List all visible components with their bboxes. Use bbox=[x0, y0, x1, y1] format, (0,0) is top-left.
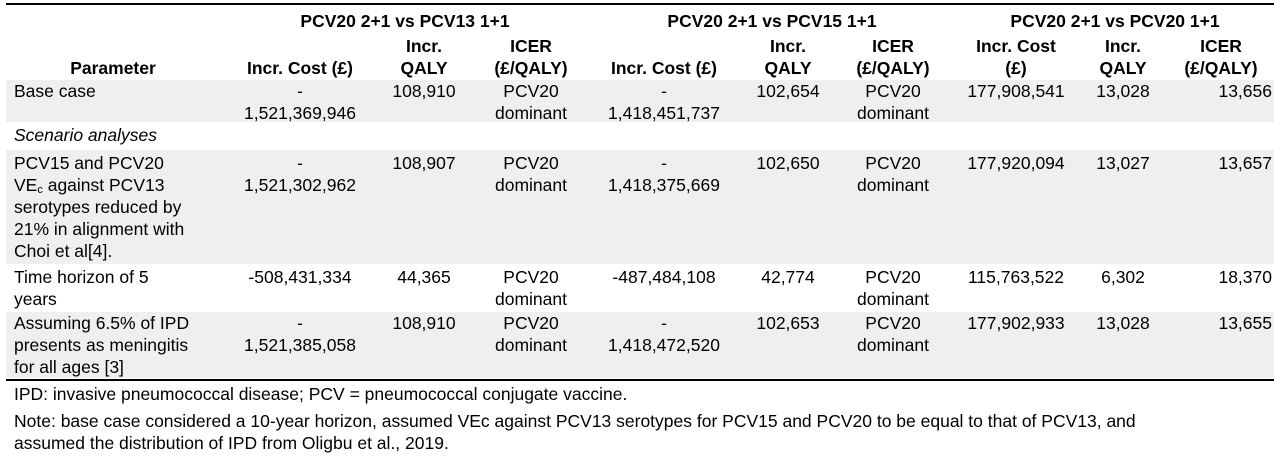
row-base-g3-qaly: 13,028 bbox=[1096, 81, 1150, 101]
column-header-icer-2b: (£/QALY) bbox=[856, 58, 930, 78]
row-ve-g1-icer-a: PCV20 bbox=[503, 153, 559, 173]
row-ve-g1-icer-b: dominant bbox=[495, 175, 567, 195]
row-base-g3-cost: 177,908,541 bbox=[967, 81, 1065, 101]
row-meningitis-g2-cost: 1,418,472,520 bbox=[608, 335, 720, 355]
column-header-incr-cost-1: Incr. Cost (£) bbox=[247, 58, 353, 78]
row-base-parameter: Base case bbox=[14, 81, 96, 101]
column-header-incr-cost-3a: Incr. Cost bbox=[976, 36, 1056, 56]
row-base-g1-icer-b: dominant bbox=[495, 103, 567, 123]
row-base-g1-qaly: 108,910 bbox=[392, 81, 456, 101]
row-base-g1-cost: 1,521,369,946 bbox=[244, 103, 356, 123]
row-base-g2-cost: 1,418,451,737 bbox=[608, 103, 720, 123]
column-header-incr-cost-3b: (£) bbox=[1005, 58, 1027, 78]
row-ve-parameter-1: PCV15 and PCV20 bbox=[14, 153, 164, 173]
row-ve-parameter-2: VEc against PCV13 bbox=[14, 174, 164, 196]
footnote-note-line-2: assumed the distribution of IPD from Oli… bbox=[14, 433, 449, 453]
row-horizon-parameter-1: Time horizon of 5 bbox=[14, 267, 149, 287]
column-header-incr-qaly-1a: Incr. bbox=[406, 36, 442, 56]
row-meningitis-g2-icer-b: dominant bbox=[857, 335, 929, 355]
column-header-incr-qaly-2b: QALY bbox=[764, 58, 812, 78]
bottom-rule bbox=[6, 379, 1274, 381]
row-meningitis-g2-cost-sign: - bbox=[661, 313, 667, 333]
column-header-incr-qaly-3b: QALY bbox=[1099, 58, 1147, 78]
row-band-ve-scenario bbox=[6, 150, 1274, 264]
row-ve-g1-cost: 1,521,302,962 bbox=[244, 175, 356, 195]
row-meningitis-g1-cost: 1,521,385,058 bbox=[244, 335, 356, 355]
row-ve-g2-cost: 1,418,375,669 bbox=[608, 175, 720, 195]
ve-label-rest: against PCV13 bbox=[42, 175, 165, 195]
row-ve-parameter-4: 21% in alignment with bbox=[14, 219, 185, 239]
row-ve-g3-icer: 13,657 bbox=[1218, 153, 1272, 173]
row-horizon-g2-cost: -487,484,108 bbox=[612, 267, 716, 287]
row-horizon-g3-icer: 18,370 bbox=[1218, 267, 1272, 287]
row-base-g2-cost-sign: - bbox=[661, 81, 667, 101]
row-ve-g1-cost-sign: - bbox=[297, 153, 303, 173]
row-meningitis-g2-icer-a: PCV20 bbox=[865, 313, 921, 333]
row-horizon-g1-cost: -508,431,334 bbox=[248, 267, 352, 287]
row-ve-g3-cost: 177,920,094 bbox=[967, 153, 1065, 173]
row-band-base-case bbox=[6, 80, 1274, 122]
column-header-incr-qaly-2a: Incr. bbox=[770, 36, 806, 56]
row-ve-g3-qaly: 13,027 bbox=[1096, 153, 1150, 173]
group-header-pcv13: PCV20 2+1 vs PCV13 1+1 bbox=[300, 11, 510, 31]
column-header-icer-3a: ICER bbox=[1200, 36, 1242, 56]
row-horizon-g1-icer-a: PCV20 bbox=[503, 267, 559, 287]
row-meningitis-parameter-1: Assuming 6.5% of IPD bbox=[14, 313, 190, 333]
row-ve-g1-qaly: 108,907 bbox=[392, 153, 456, 173]
row-horizon-g2-icer-b: dominant bbox=[857, 289, 929, 309]
group-header-pcv15: PCV20 2+1 vs PCV15 1+1 bbox=[667, 11, 877, 31]
row-horizon-g3-qaly: 6,302 bbox=[1101, 267, 1145, 287]
row-horizon-g1-qaly: 44,365 bbox=[397, 267, 451, 287]
row-meningitis-g1-qaly: 108,910 bbox=[392, 313, 456, 333]
row-meningitis-g2-qaly: 102,653 bbox=[756, 313, 820, 333]
column-header-incr-qaly-1b: QALY bbox=[400, 58, 448, 78]
row-meningitis-g3-icer: 13,655 bbox=[1218, 313, 1272, 333]
row-band-meningitis bbox=[6, 312, 1274, 378]
column-header-incr-cost-2: Incr. Cost (£) bbox=[611, 58, 717, 78]
column-header-icer-1a: ICER bbox=[510, 36, 552, 56]
footnote-note-line-1: Note: base case considered a 10-year hor… bbox=[14, 411, 1136, 431]
row-meningitis-g3-cost: 177,902,933 bbox=[967, 313, 1065, 333]
row-horizon-parameter-2: years bbox=[14, 289, 57, 309]
row-base-g1-cost-sign: - bbox=[297, 81, 303, 101]
group-header-pcv20: PCV20 2+1 vs PCV20 1+1 bbox=[1010, 11, 1220, 31]
row-base-g2-icer-b: dominant bbox=[857, 103, 929, 123]
section-label-scenario-analyses: Scenario analyses bbox=[14, 125, 157, 145]
row-ve-parameter-3: serotypes reduced by bbox=[14, 197, 182, 217]
row-horizon-g2-qaly: 42,774 bbox=[761, 267, 815, 287]
column-header-icer-3b: (£/QALY) bbox=[1184, 58, 1258, 78]
column-header-parameter: Parameter bbox=[70, 58, 156, 78]
top-rule bbox=[6, 3, 1274, 5]
row-horizon-g2-icer-a: PCV20 bbox=[865, 267, 921, 287]
row-meningitis-g1-cost-sign: - bbox=[297, 313, 303, 333]
row-horizon-g3-cost: 115,763,522 bbox=[967, 267, 1065, 287]
column-header-icer-2a: ICER bbox=[872, 36, 914, 56]
column-header-incr-qaly-3a: Incr. bbox=[1105, 36, 1141, 56]
row-base-g2-icer-a: PCV20 bbox=[865, 81, 921, 101]
row-ve-parameter-5: Choi et al[4]. bbox=[14, 241, 113, 261]
row-base-g1-icer-a: PCV20 bbox=[503, 81, 559, 101]
ve-subscript: c bbox=[37, 184, 43, 196]
ve-label: VE bbox=[14, 175, 38, 195]
row-meningitis-g1-icer-a: PCV20 bbox=[503, 313, 559, 333]
row-ve-g2-qaly: 102,650 bbox=[756, 153, 820, 173]
row-ve-g2-cost-sign: - bbox=[661, 153, 667, 173]
row-base-g3-icer: 13,656 bbox=[1218, 81, 1272, 101]
row-meningitis-g1-icer-b: dominant bbox=[495, 335, 567, 355]
row-meningitis-parameter-2: presents as meningitis bbox=[14, 335, 189, 355]
row-meningitis-parameter-3: for all ages [3] bbox=[14, 357, 124, 377]
column-header-icer-1b: (£/QALY) bbox=[494, 58, 568, 78]
footnote-abbreviations: IPD: invasive pneumococcal disease; PCV … bbox=[14, 384, 628, 404]
row-ve-g2-icer-a: PCV20 bbox=[865, 153, 921, 173]
row-ve-g2-icer-b: dominant bbox=[857, 175, 929, 195]
row-horizon-g1-icer-b: dominant bbox=[495, 289, 567, 309]
row-base-g2-qaly: 102,654 bbox=[756, 81, 820, 101]
row-meningitis-g3-qaly: 13,028 bbox=[1096, 313, 1150, 333]
